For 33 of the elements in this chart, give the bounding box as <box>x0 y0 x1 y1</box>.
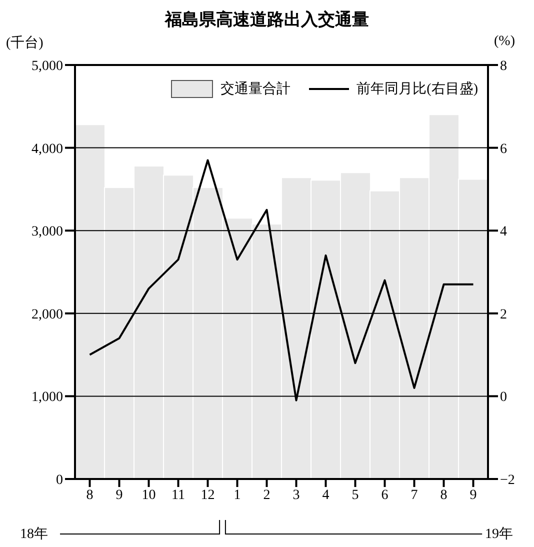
y-tick-label: 3,000 <box>32 224 63 240</box>
x-tick-label: 10 <box>142 488 156 503</box>
chart-title: 福島県高速道路出入交通量 <box>164 9 370 31</box>
x-tick-label: 8 <box>86 488 94 503</box>
x-tick-label: 1 <box>234 488 241 503</box>
x-tick-label: 12 <box>200 488 215 503</box>
text: 交通量合計 <box>220 80 291 98</box>
y-tick-label: 5,000 <box>32 58 63 74</box>
x-tick-label: 9 <box>470 488 477 503</box>
text: 19年 <box>485 526 514 542</box>
x-tick-label: 6 <box>381 488 388 503</box>
x-tick-label: 3 <box>292 488 300 503</box>
y-tick-label: 0 <box>56 472 63 488</box>
y-tick-label: 4,000 <box>32 142 63 157</box>
y-axis-title: (千台) <box>6 34 44 52</box>
x-tick-label: 11 <box>172 488 185 503</box>
y-tick-label: 1,000 <box>32 390 63 406</box>
x-tick-label: 8 <box>440 488 448 503</box>
y2-tick-label: 2 <box>500 307 507 322</box>
y-tick-label: 2,000 <box>32 307 63 322</box>
y2-tick-label: 8 <box>500 58 507 74</box>
text: 18年 <box>20 526 48 542</box>
y2-tick-label: 0 <box>500 390 507 406</box>
y2-tick-label: 6 <box>500 142 507 157</box>
legend-label: 前年同月比(右目盛) <box>356 80 478 98</box>
y2-tick-label: −2 <box>500 472 515 488</box>
y2-axis-title: (%) <box>494 34 515 50</box>
x-tick-label: 9 <box>116 488 123 503</box>
x-tick-label: 2 <box>263 488 270 503</box>
x-tick-label: 7 <box>410 488 418 503</box>
x-tick-label: 4 <box>322 488 330 503</box>
x-tick-label: 5 <box>352 488 359 503</box>
y2-tick-label: 4 <box>500 224 507 240</box>
